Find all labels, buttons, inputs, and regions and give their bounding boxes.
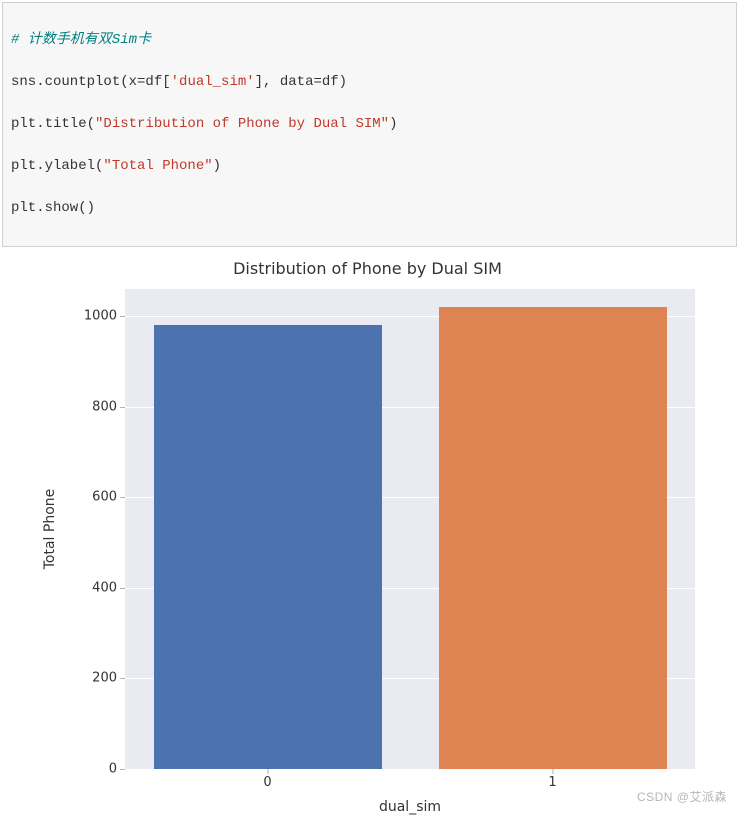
y-tick-label: 200 bbox=[75, 671, 117, 686]
gridline bbox=[125, 769, 695, 770]
x-tick-label: 0 bbox=[263, 775, 271, 790]
code-line-3: plt.title("Distribution of Phone by Dual… bbox=[11, 114, 728, 135]
code-string: 'dual_sim' bbox=[171, 74, 255, 90]
y-tick-label: 1000 bbox=[75, 309, 117, 324]
y-tick-label: 800 bbox=[75, 399, 117, 414]
x-tick-mark bbox=[552, 769, 553, 774]
code-string: "Total Phone" bbox=[103, 158, 212, 174]
code-comment: # 计数手机有双Sim卡 bbox=[11, 32, 151, 48]
code-text: ], data=df) bbox=[255, 74, 347, 90]
plot-area: 0200400600800100001 bbox=[125, 289, 695, 769]
x-tick-mark bbox=[267, 769, 268, 774]
code-text: plt.title( bbox=[11, 116, 95, 132]
code-line-1: # 计数手机有双Sim卡 bbox=[11, 30, 728, 51]
y-tick-mark bbox=[120, 316, 125, 317]
bar-1 bbox=[439, 307, 667, 769]
x-axis-label: dual_sim bbox=[125, 799, 695, 815]
y-tick-mark bbox=[120, 497, 125, 498]
y-tick-mark bbox=[120, 407, 125, 408]
y-tick-label: 0 bbox=[75, 762, 117, 777]
code-text: ) bbox=[213, 158, 221, 174]
y-axis-label: Total Phone bbox=[42, 489, 58, 570]
x-tick-label: 1 bbox=[548, 775, 556, 790]
code-line-5: plt.show() bbox=[11, 198, 728, 219]
y-tick-label: 400 bbox=[75, 580, 117, 595]
code-text: plt.ylabel( bbox=[11, 158, 103, 174]
code-line-4: plt.ylabel("Total Phone") bbox=[11, 156, 728, 177]
code-line-2: sns.countplot(x=df['dual_sim'], data=df) bbox=[11, 72, 728, 93]
code-text: ) bbox=[389, 116, 397, 132]
code-text: plt.show() bbox=[11, 200, 95, 216]
chart-figure: Distribution of Phone by Dual SIM Total … bbox=[0, 251, 735, 811]
y-tick-label: 600 bbox=[75, 490, 117, 505]
y-tick-mark bbox=[120, 678, 125, 679]
bar-0 bbox=[154, 325, 382, 769]
watermark: CSDN @艾派森 bbox=[637, 788, 727, 805]
y-tick-mark bbox=[120, 769, 125, 770]
y-tick-mark bbox=[120, 588, 125, 589]
chart-title: Distribution of Phone by Dual SIM bbox=[0, 259, 735, 278]
code-string: "Distribution of Phone by Dual SIM" bbox=[95, 116, 389, 132]
code-block: # 计数手机有双Sim卡 sns.countplot(x=df['dual_si… bbox=[2, 2, 737, 247]
code-text: sns.countplot(x=df[ bbox=[11, 74, 171, 90]
